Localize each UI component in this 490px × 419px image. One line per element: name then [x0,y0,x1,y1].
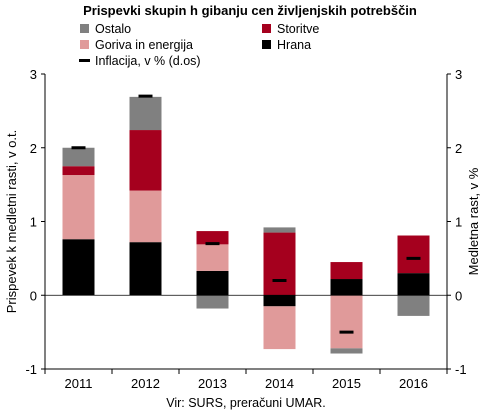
inflation-marker-2011 [71,146,86,150]
y-tick-label-left: 0 [30,288,37,303]
x-tick-label-2016: 2016 [399,376,428,391]
y-tick-label-right: 3 [455,67,462,82]
chart-title: Prispevki skupin h gibanju cen življenjs… [83,3,417,18]
bar-storitve-2013 [196,231,229,245]
bar-storitve-2014 [263,232,296,296]
legend-swatch-goriva-in-energija [80,40,89,49]
legend-swatch-inflacija-v-d-os [79,59,90,62]
x-tick-label-2014: 2014 [265,376,294,391]
bar-storitve-2015 [330,262,363,280]
bar-hrana-2015 [330,279,363,296]
y-tick-label-right: 1 [455,215,462,230]
x-tick-label-2013: 2013 [198,376,227,391]
bar-storitve-2016 [397,235,430,274]
bar-ostalo-2014 [263,227,296,233]
legend-swatch-ostalo [80,24,89,33]
legend-label-hrana: Hrana [277,38,311,52]
x-tick-label-2015: 2015 [332,376,361,391]
y-tick-label-right: 0 [455,288,462,303]
bar-goriva-in-energija-2013 [196,244,229,271]
bar-ostalo-2011 [62,147,95,167]
inflation-marker-2014 [272,279,287,282]
inflation-marker-2012 [138,94,153,98]
y-tick-label-left: 1 [30,215,37,230]
y-axis-title-left: Prispevek k medletni rasti, v o.t. [4,130,19,314]
bar-ostalo-2013 [196,295,229,309]
legend-label-ostalo: Ostalo [95,22,131,36]
legend-label-inflacija-v-d-os: Inflacija, v % (d.os) [95,54,201,68]
bar-hrana-2016 [397,273,430,296]
bar-hrana-2013 [196,270,229,296]
inflation-marker-2015 [339,330,354,334]
bar-ostalo-2015 [330,348,363,354]
bar-storitve-2012 [129,130,162,191]
y-tick-label-left: 2 [30,141,37,156]
bar-goriva-in-energija-2015 [330,295,363,349]
legend-swatch-storitve [262,24,271,33]
source-note: Vir: SURS, preračuni UMAR. [166,396,326,410]
y-axis-title-right: Medletna rast, v % [466,167,481,275]
y-tick-label-left: -1 [25,362,37,377]
bar-goriva-in-energija-2011 [62,175,95,240]
legend-label-goriva-in-energija: Goriva in energija [95,38,193,52]
bar-storitve-2011 [62,166,95,176]
bar-goriva-in-energija-2014 [263,306,296,350]
y-tick-label-left: 3 [30,67,37,82]
legend-label-storitve: Storitve [277,22,319,36]
bar-hrana-2014 [263,295,296,307]
bar-hrana-2012 [129,242,162,296]
y-tick-label-right: -1 [455,362,467,377]
x-tick-label-2012: 2012 [131,376,160,391]
bar-hrana-2011 [62,239,95,296]
x-tick-label-2011: 2011 [65,376,93,391]
bar-ostalo-2016 [397,295,430,316]
inflation-marker-2016 [406,256,421,260]
inflation-marker-2013 [205,242,220,246]
bar-ostalo-2012 [129,96,162,131]
y-tick-label-right: 2 [455,141,462,156]
legend-swatch-hrana [262,40,271,49]
bar-goriva-in-energija-2012 [129,190,162,243]
